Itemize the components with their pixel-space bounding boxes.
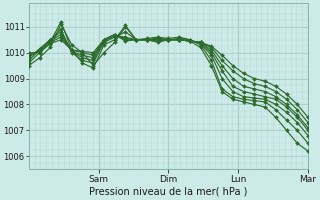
X-axis label: Pression niveau de la mer( hPa ): Pression niveau de la mer( hPa ): [89, 187, 248, 197]
